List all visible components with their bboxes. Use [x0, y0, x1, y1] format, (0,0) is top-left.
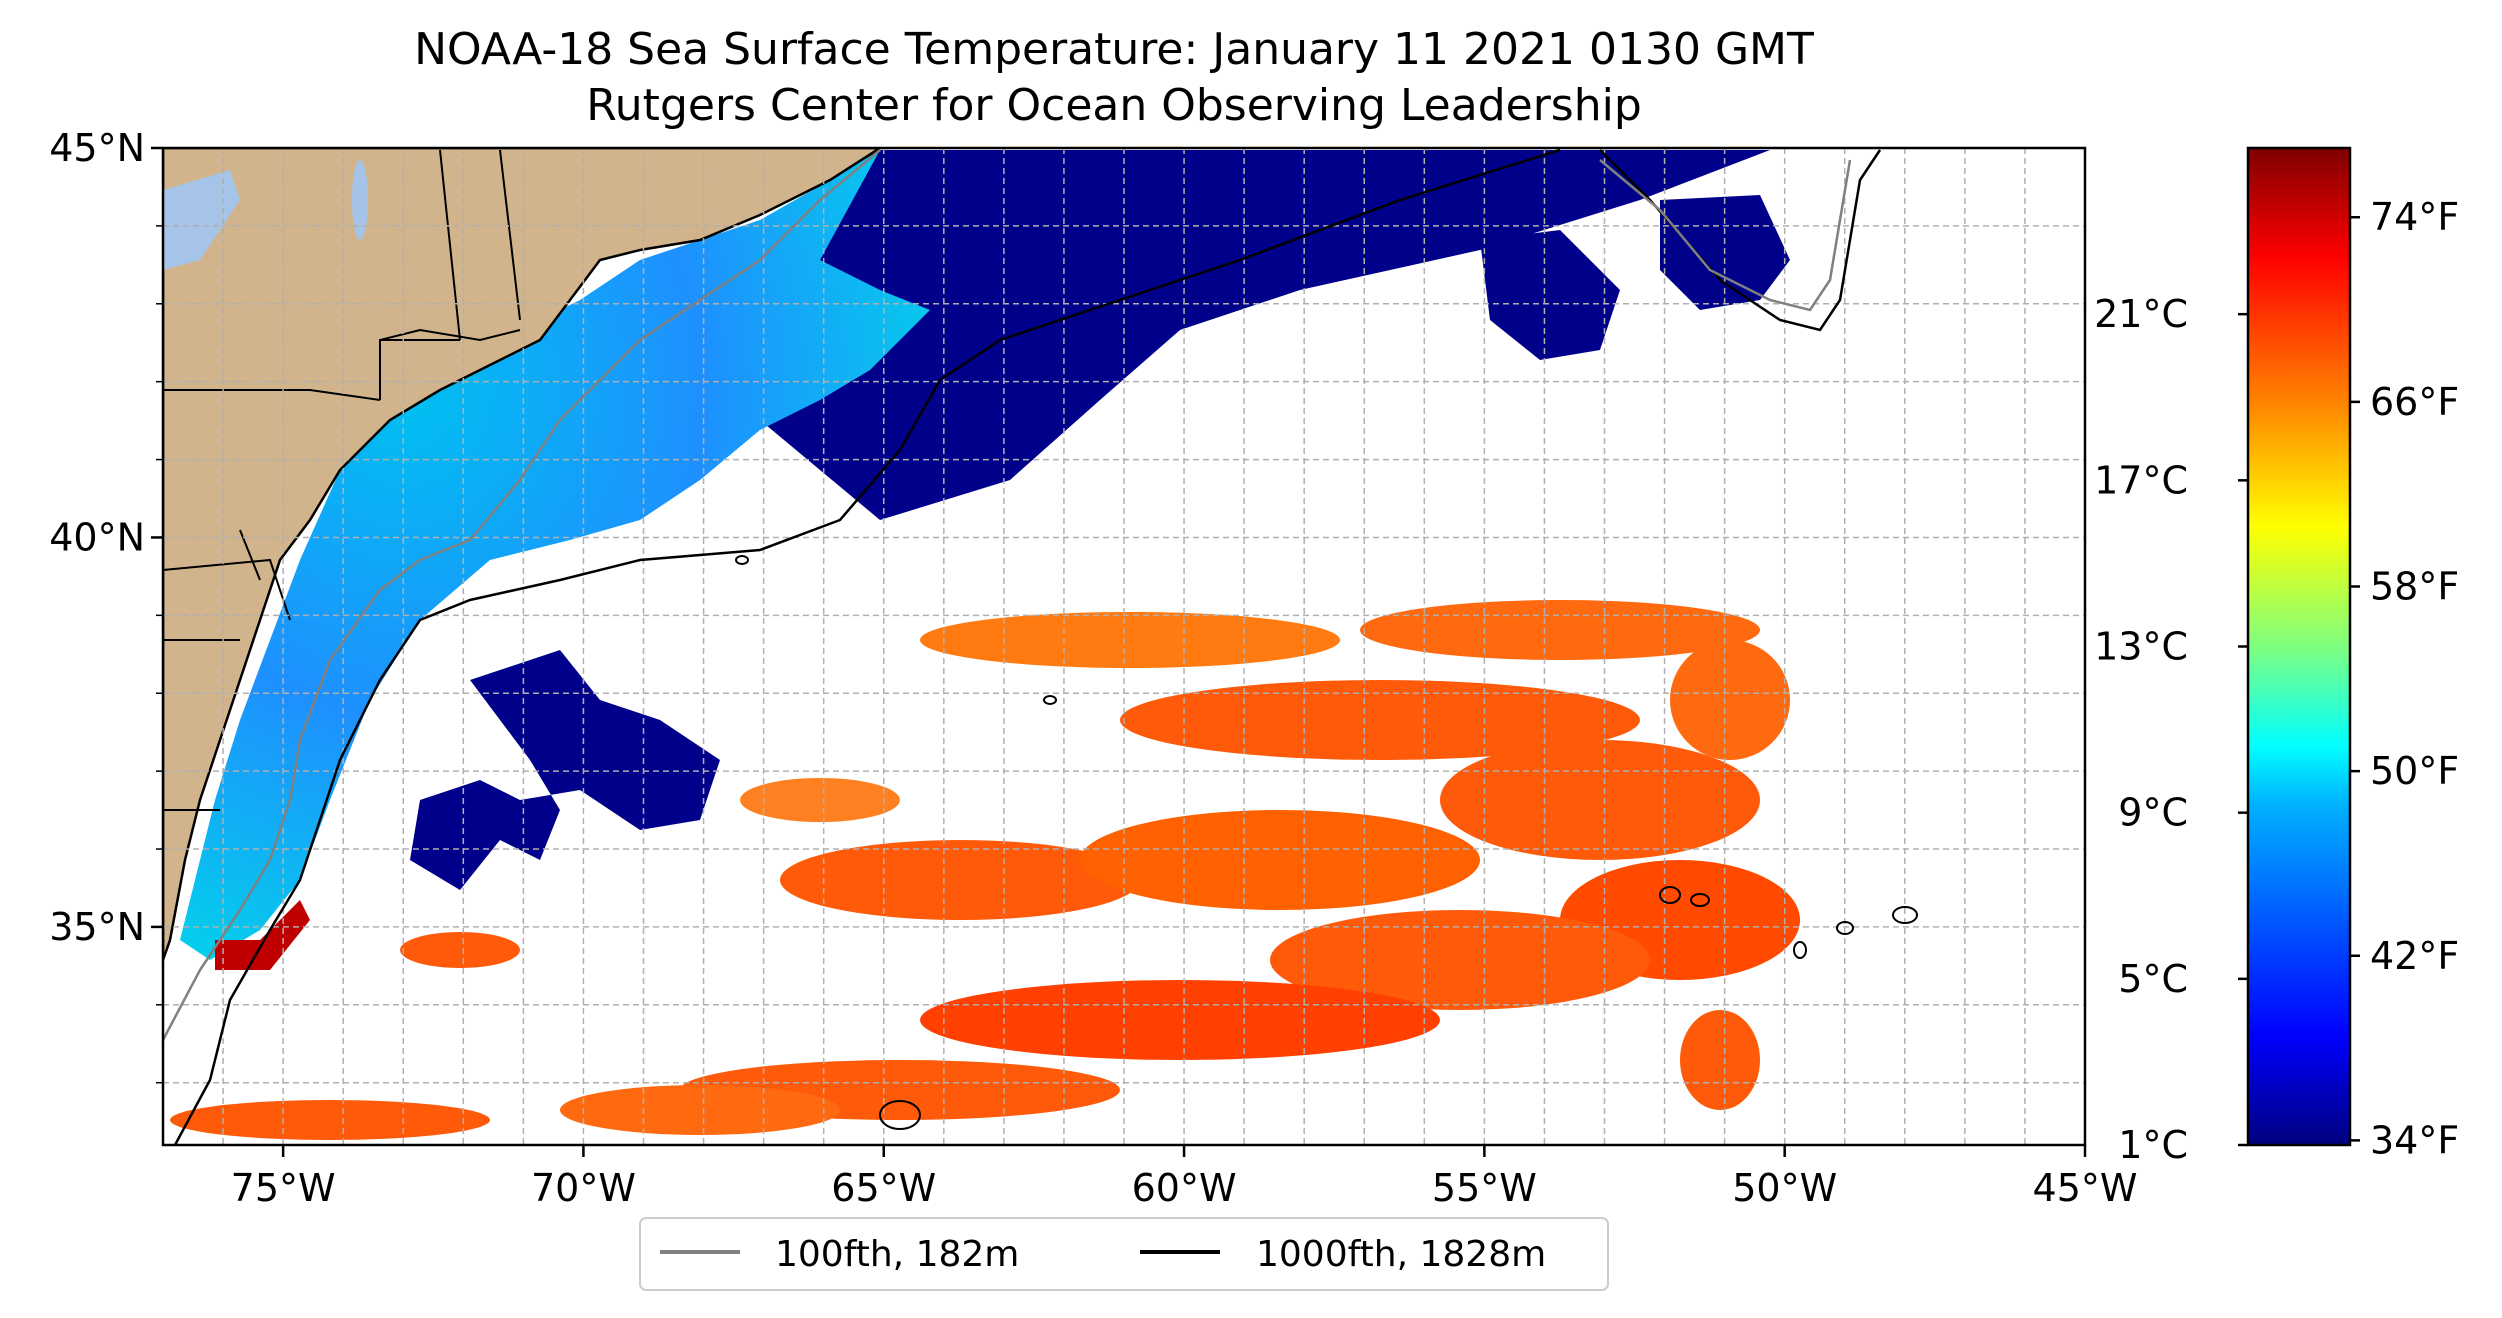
colorbar-fahrenheit-ticks: 74°F 66°F 58°F 50°F 42°F 34°F: [2350, 195, 2459, 1162]
x-tick-label: 65°W: [831, 1166, 936, 1210]
colorbar-celsius-label: 17°C: [2094, 458, 2188, 502]
map-frame: [161, 146, 2087, 1147]
seamount-contours: [735, 555, 1918, 1130]
colorbar-fahrenheit-label: 58°F: [2370, 564, 2459, 608]
colorbar-fahrenheit-label: 66°F: [2370, 380, 2459, 424]
x-tick-label: 70°W: [531, 1166, 636, 1210]
colorbar-fahrenheit-label: 74°F: [2370, 195, 2459, 239]
lake: [352, 160, 368, 240]
legend-label-1000fth: 1000fth, 1828m: [1256, 1234, 1546, 1275]
colorbar-fahrenheit-label: 42°F: [2370, 934, 2459, 978]
warm-water-patches: [170, 600, 1800, 1140]
colorbar-celsius-ticks: 21°C 17°C 13°C 9°C 5°C 1°C: [2094, 292, 2248, 1167]
y-tick-label: 40°N: [49, 515, 145, 559]
shelf-water-region: [180, 150, 930, 960]
legend-label-100fth: 100fth, 182m: [775, 1234, 1019, 1275]
y-axis-ticks: 45°N 40°N 35°N: [49, 126, 163, 1084]
colorbar-fahrenheit-label: 50°F: [2370, 749, 2459, 793]
x-tick-label: 50°W: [1732, 1166, 1837, 1210]
cold-water-region: [560, 150, 1770, 520]
title-line-1: NOAA-18 Sea Surface Temperature: January…: [414, 24, 1814, 75]
colorbar-fahrenheit-label: 34°F: [2370, 1118, 2459, 1162]
colorbar-celsius-label: 5°C: [2118, 957, 2188, 1001]
x-tick-label: 60°W: [1132, 1166, 1237, 1210]
isobath-100-line: [163, 149, 881, 1041]
land-mass: [163, 148, 883, 961]
colorbar-gradient: [2246, 146, 2352, 1147]
colorbar-celsius-label: 21°C: [2094, 292, 2188, 336]
x-tick-label: 75°W: [231, 1166, 336, 1210]
legend-box: [639, 1217, 1609, 1291]
isobath-1000-line: [173, 148, 1561, 1145]
y-tick-label: 35°N: [49, 905, 145, 949]
colorbar-celsius-label: 13°C: [2094, 625, 2188, 669]
map-gridlines: [163, 148, 2085, 1145]
x-axis-ticks: 75°W 70°W 65°W 60°W 55°W 50°W 45°W: [231, 1145, 2138, 1210]
gulf-stream-core: [215, 900, 310, 970]
lake: [163, 170, 240, 270]
map-area: [163, 148, 2085, 1145]
legend: 100fth, 182m 1000fth, 1828m: [639, 1217, 1609, 1291]
x-tick-label: 45°W: [2033, 1166, 2138, 1210]
cold-water-patch: [410, 650, 720, 890]
colorbar: 21°C 17°C 13°C 9°C 5°C 1°C 74°F 66°F 58°F 50°F 42…: [2094, 146, 2459, 1167]
title-line-2: Rutgers Center for Ocean Observing Leade…: [586, 80, 1642, 131]
colorbar-celsius-label: 1°C: [2118, 1123, 2188, 1167]
colorbar-celsius-label: 9°C: [2118, 791, 2188, 835]
isobath-100-line: [1599, 159, 1852, 312]
y-tick-label: 45°N: [49, 126, 145, 170]
x-tick-label: 55°W: [1432, 1166, 1537, 1210]
cold-water-patch: [1480, 230, 1620, 360]
